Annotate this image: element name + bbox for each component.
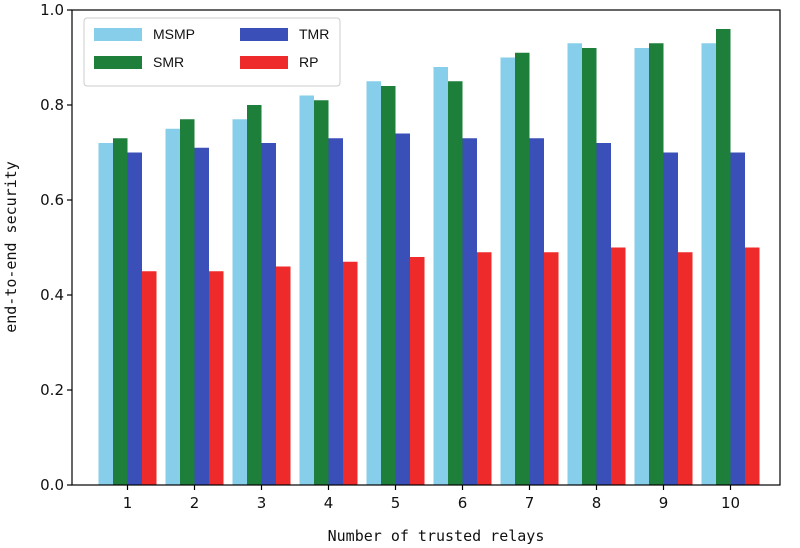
- x-tick-label: 2: [190, 494, 200, 512]
- x-tick-label: 3: [257, 494, 267, 512]
- bars-group: [98, 29, 760, 485]
- bar-rp-9: [678, 252, 693, 485]
- x-tick-label: 10: [721, 494, 740, 512]
- bar-smr-2: [180, 119, 195, 485]
- x-tick-label: 5: [391, 494, 401, 512]
- legend-swatch-tmr: [240, 28, 288, 41]
- x-tick-label: 4: [324, 494, 334, 512]
- y-tick-label: 0.2: [40, 381, 64, 399]
- bar-msmp-9: [634, 48, 649, 485]
- bar-msmp-4: [299, 95, 314, 485]
- bar-smr-5: [381, 86, 396, 485]
- axes-group: 0.0 0.2 0.4 0.6 0.8 1.0 1 2 3 4 5 6 7 8 9 10: [40, 1, 781, 512]
- bar-rp-5: [410, 257, 425, 485]
- bar-tmr-1: [127, 152, 142, 485]
- bar-msmp-7: [500, 57, 515, 485]
- bar-rp-4: [343, 261, 358, 485]
- bar-rp-7: [544, 252, 559, 485]
- bar-msmp-2: [165, 128, 180, 485]
- bar-smr-8: [582, 48, 597, 485]
- legend: MSMP SMR TMR RP: [83, 17, 341, 87]
- y-tick-label: 0.8: [40, 96, 64, 114]
- y-tick-label: 0.0: [40, 476, 64, 494]
- bar-msmp-6: [433, 67, 448, 485]
- bar-tmr-8: [596, 143, 611, 485]
- x-tick-label: 6: [458, 494, 468, 512]
- bar-tmr-7: [529, 138, 544, 485]
- legend-label-msmp: MSMP: [153, 26, 195, 42]
- legend-swatch-smr: [94, 56, 142, 69]
- bar-rp-1: [142, 271, 157, 485]
- bar-smr-3: [247, 105, 262, 485]
- x-tick-label: 9: [659, 494, 669, 512]
- bar-smr-4: [314, 100, 329, 485]
- bar-msmp-1: [98, 143, 113, 485]
- bar-tmr-10: [730, 152, 745, 485]
- bar-rp-10: [745, 247, 760, 485]
- x-tick-label: 8: [592, 494, 602, 512]
- bar-smr-9: [649, 43, 664, 485]
- legend-label-rp: RP: [299, 54, 318, 70]
- bar-tmr-5: [395, 133, 410, 485]
- y-tick-label: 0.4: [40, 286, 64, 304]
- bar-msmp-8: [567, 43, 582, 485]
- bar-smr-1: [113, 138, 128, 485]
- bar-tmr-3: [261, 143, 276, 485]
- bar-tmr-9: [663, 152, 678, 485]
- legend-swatch-msmp: [94, 28, 142, 41]
- y-tick-label: 0.6: [40, 191, 64, 209]
- bar-rp-6: [477, 252, 492, 485]
- x-tick-label: 7: [525, 494, 535, 512]
- legend-label-smr: SMR: [153, 54, 184, 70]
- y-axis-label: end-to-end security: [2, 161, 20, 333]
- legend-label-tmr: TMR: [299, 26, 329, 42]
- bar-tmr-2: [194, 147, 209, 485]
- bar-tmr-4: [328, 138, 343, 485]
- x-tick-label: 1: [123, 494, 133, 512]
- x-axis-label: Number of trusted relays: [328, 527, 545, 545]
- bar-rp-2: [209, 271, 224, 485]
- bar-rp-3: [276, 266, 291, 485]
- bar-rp-8: [611, 247, 626, 485]
- bar-tmr-6: [462, 138, 477, 485]
- plot-frame: [71, 9, 781, 486]
- legend-swatch-rp: [240, 56, 288, 69]
- y-tick-label: 1.0: [40, 1, 64, 19]
- bar-smr-6: [448, 81, 463, 485]
- bar-msmp-10: [701, 43, 716, 485]
- bar-smr-7: [515, 52, 530, 485]
- bar-msmp-5: [366, 81, 381, 485]
- bar-smr-10: [716, 29, 731, 485]
- bar-msmp-3: [232, 119, 247, 485]
